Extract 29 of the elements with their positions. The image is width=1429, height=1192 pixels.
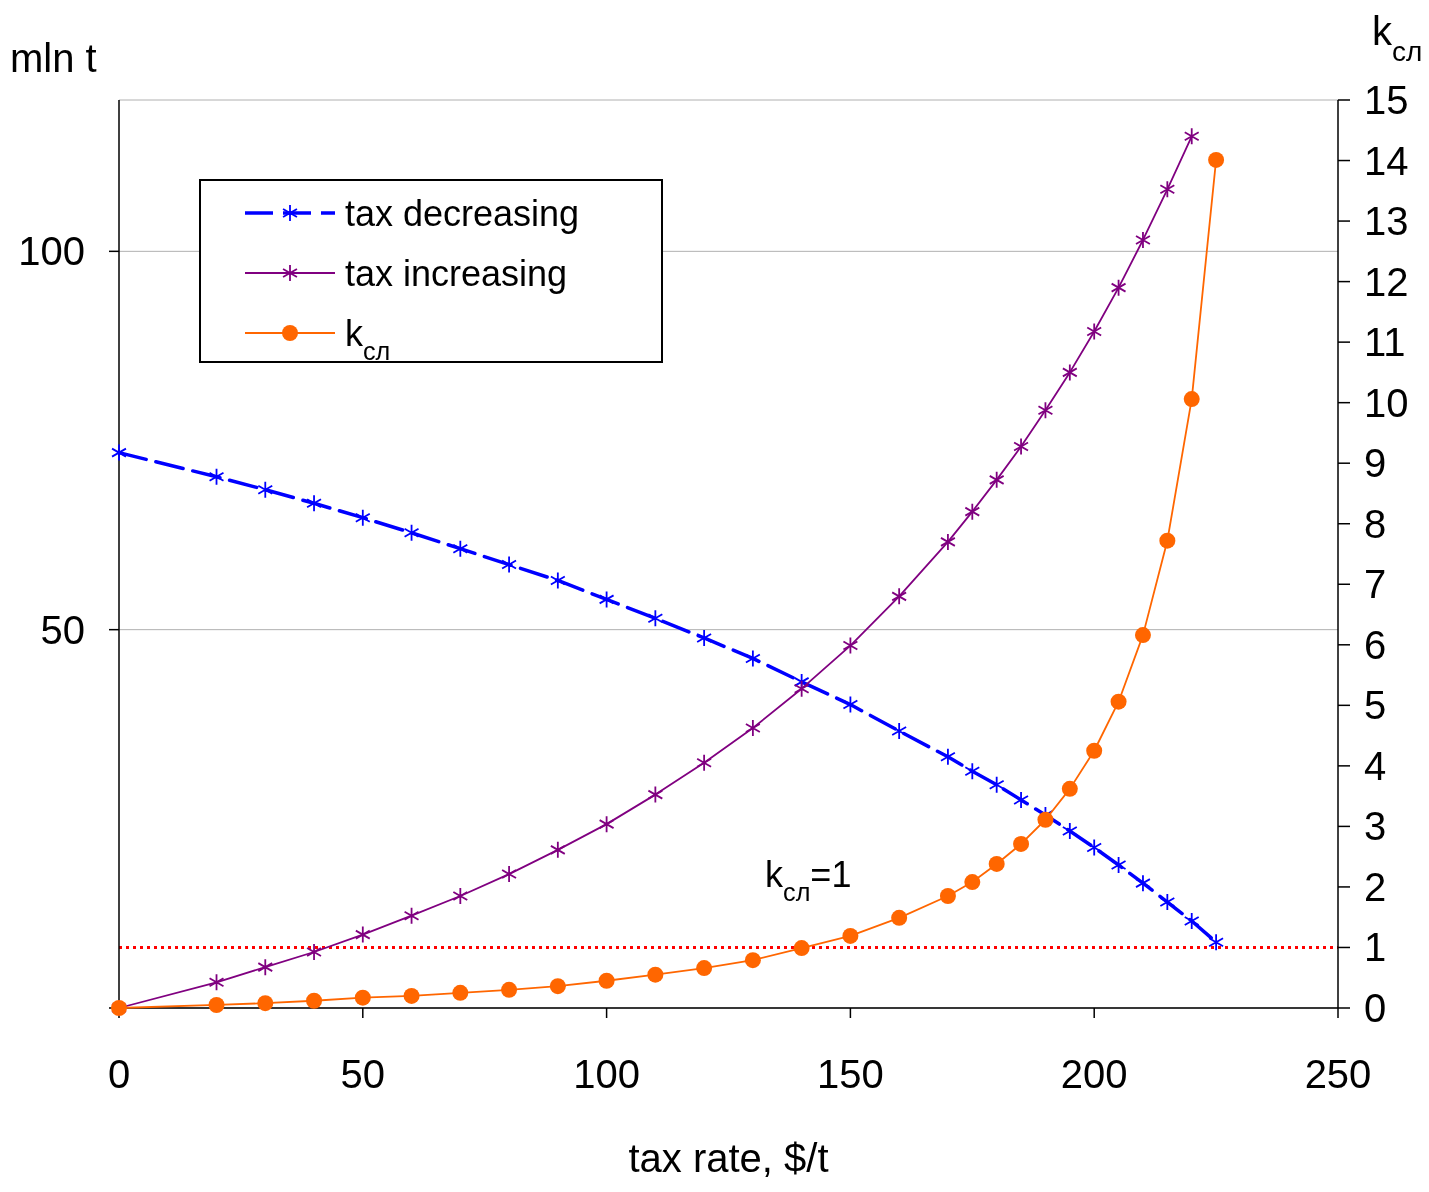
y-axis-title: mln t	[10, 36, 97, 80]
y2-tick-label: 11	[1364, 320, 1406, 365]
y2-tick-label: 1	[1364, 925, 1387, 970]
y2-tick-label: 4	[1364, 743, 1387, 788]
legend-label: tax increasing	[345, 252, 568, 294]
y2-tick-label: 9	[1364, 441, 1387, 486]
x-tick-label: 0	[107, 1052, 131, 1096]
y2-axis-title: k$_{сл}$	[1372, 9, 1423, 67]
x-tick-label: 200	[1060, 1052, 1128, 1096]
y2-tick-label: 8	[1364, 501, 1387, 546]
y2-tick-label: 2	[1364, 864, 1387, 909]
y2-tick-label: 10	[1364, 380, 1409, 425]
y2-tick-label: 13	[1364, 199, 1409, 244]
x-tick-label: 250	[1304, 1052, 1372, 1096]
y2-tick-label: 7	[1364, 562, 1387, 607]
x-tick-label: 50	[340, 1052, 386, 1096]
x-tick-label: 150	[817, 1052, 884, 1096]
annotation: k$_{сл}$=1	[765, 854, 852, 907]
x-tick-label: 100	[573, 1052, 640, 1096]
x-axis-title: tax rate, $/t	[628, 1136, 829, 1180]
legend-label: k$_{сл}$	[345, 312, 391, 365]
y2-tick-label: 3	[1364, 804, 1387, 849]
y2-tick-label: 12	[1364, 259, 1409, 304]
legend-label: tax decreasing	[345, 192, 580, 234]
y2-tick-label: 5	[1364, 683, 1387, 728]
y2-tick-label: 15	[1364, 78, 1409, 122]
y2-tick-label: 6	[1364, 622, 1387, 667]
y2-tick-label: 0	[1364, 986, 1387, 1030]
y2-tick-label: 14	[1364, 138, 1409, 183]
